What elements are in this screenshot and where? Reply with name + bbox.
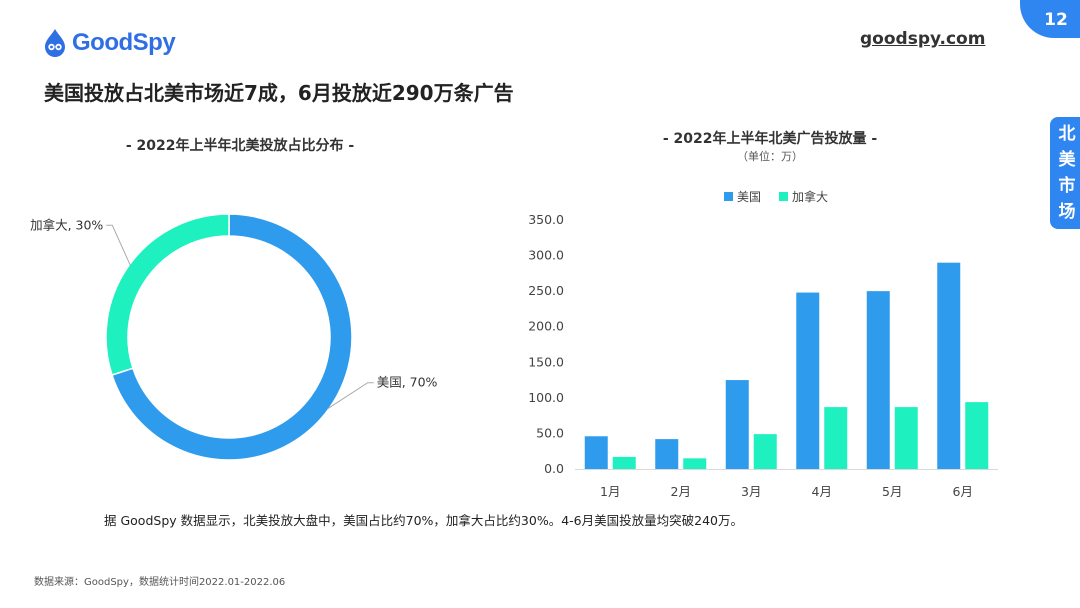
y-tick-label: 0.0 <box>544 461 564 476</box>
bar-canada-4 <box>824 407 848 469</box>
donut-chart-title: - 2022年上半年北美投放占比分布 - <box>125 138 355 154</box>
bar-canada-2 <box>683 458 707 469</box>
x-tick-label: 3月 <box>741 484 761 499</box>
x-tick-label: 1月 <box>600 484 620 499</box>
y-tick-label: 250.0 <box>528 283 564 298</box>
site-url-link[interactable]: goodspy.com <box>860 29 986 49</box>
legend-swatch-canada <box>779 192 789 201</box>
section-side-tab-label: 北美市场 <box>1058 124 1076 222</box>
bar-usa-1 <box>584 436 608 469</box>
y-tick-label: 100.0 <box>528 390 564 405</box>
bar-canada-1 <box>612 456 636 469</box>
x-tick-label: 5月 <box>882 484 902 499</box>
page-number: 12 <box>1044 10 1068 30</box>
donut-leader-line-canada <box>106 224 131 266</box>
x-tick-label: 6月 <box>953 484 973 499</box>
y-tick-label: 150.0 <box>528 354 564 369</box>
legend-item-canada: 加拿大 <box>779 188 828 205</box>
bar-chart-title: - 2022年上半年北美广告投放量 - <box>662 131 878 147</box>
bar-usa-3 <box>725 380 749 469</box>
bar-usa-2 <box>655 439 679 469</box>
legend-label-canada: 加拿大 <box>792 190 829 204</box>
brand-name: GoodSpy <box>72 29 176 56</box>
donut-label-usa: 美国, 70% <box>377 375 438 390</box>
legend-label-usa: 美国 <box>737 190 762 204</box>
bar-chart-legend: 美国 加拿大 <box>724 188 846 205</box>
bar-chart: 0.0 50.0 100.0 150.0 200.0 250.0 300.0 350.0 1月 2… <box>528 212 998 499</box>
bar-usa-4 <box>796 292 820 469</box>
x-tick-label: 2月 <box>671 484 691 499</box>
page-title: 美国投放占北美市场近7成，6月投放近290万条广告 <box>44 81 514 105</box>
y-tick-label: 50.0 <box>536 425 564 440</box>
bar-usa-6 <box>937 262 961 469</box>
donut-label-canada: 加拿大, 30% <box>30 217 103 232</box>
brand-logo: GoodSpy <box>42 28 176 58</box>
legend-swatch-usa <box>724 192 733 201</box>
chart-caption: 据 GoodSpy 数据显示，北美投放大盘中，美国占比约70%，加拿大占比约30… <box>104 513 743 528</box>
data-source-note: 数据来源：GoodSpy，数据统计时间2022.01-2022.06 <box>34 577 286 588</box>
y-tick-label: 200.0 <box>528 319 564 334</box>
legend-item-usa: 美国 <box>724 188 761 205</box>
y-tick-label: 300.0 <box>528 248 564 263</box>
goodspy-logo-icon <box>45 29 65 57</box>
donut-slice-canada <box>105 213 230 376</box>
bar-usa-5 <box>866 291 890 469</box>
bar-chart-subtitle: （单位：万） <box>737 150 803 163</box>
bar-canada-5 <box>894 407 918 469</box>
x-tick-label: 4月 <box>812 484 832 499</box>
donut-chart: 美国, 70% 加拿大, 30% <box>30 213 438 461</box>
donut-slice-usa <box>111 213 353 461</box>
section-side-tab <box>1050 117 1080 229</box>
y-tick-label: 350.0 <box>528 212 564 227</box>
donut-leader-line-usa <box>327 382 374 410</box>
bar-canada-3 <box>753 434 777 469</box>
bar-canada-6 <box>965 402 989 469</box>
